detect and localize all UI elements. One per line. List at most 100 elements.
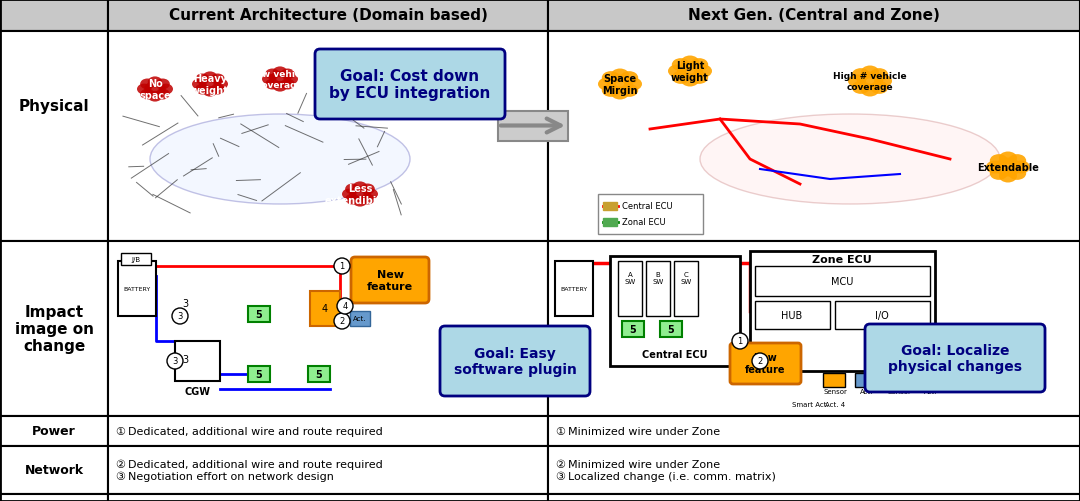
- Ellipse shape: [145, 82, 166, 98]
- Ellipse shape: [611, 87, 629, 100]
- Ellipse shape: [870, 69, 888, 82]
- Bar: [310, 292, 340, 326]
- Ellipse shape: [281, 80, 295, 90]
- Text: Act.: Act.: [353, 315, 367, 321]
- Text: HUB: HUB: [781, 311, 802, 320]
- Text: 1: 1: [738, 337, 743, 346]
- Text: Zonal ECU: Zonal ECU: [622, 218, 665, 227]
- Text: Heavy
weight: Heavy weight: [191, 74, 229, 96]
- Bar: [118, 262, 156, 316]
- Bar: [610, 257, 740, 366]
- Ellipse shape: [148, 92, 162, 102]
- Text: Current Architecture (Domain based): Current Architecture (Domain based): [168, 9, 487, 24]
- Text: Sensor: Sensor: [887, 388, 910, 394]
- Text: Few vehicle
coverage: Few vehicle coverage: [251, 70, 310, 90]
- Ellipse shape: [861, 84, 879, 97]
- Ellipse shape: [195, 85, 210, 95]
- Text: Light
weight: Light weight: [671, 61, 708, 83]
- Ellipse shape: [602, 85, 620, 98]
- Ellipse shape: [349, 186, 370, 203]
- Bar: [0, 241, 108, 416]
- Ellipse shape: [620, 85, 638, 98]
- Ellipse shape: [353, 196, 367, 207]
- Text: 5: 5: [256, 310, 262, 319]
- Circle shape: [172, 309, 188, 324]
- Ellipse shape: [672, 59, 690, 72]
- Text: 3: 3: [173, 357, 178, 366]
- Ellipse shape: [999, 170, 1017, 183]
- Ellipse shape: [361, 194, 375, 205]
- Text: Smart Act.: Smart Act.: [792, 401, 828, 407]
- Ellipse shape: [364, 189, 378, 200]
- Text: BATTERY: BATTERY: [561, 287, 588, 292]
- Ellipse shape: [156, 90, 170, 100]
- Text: MCU: MCU: [831, 277, 853, 287]
- Text: ②
③: ② ③: [555, 459, 565, 481]
- Ellipse shape: [211, 85, 225, 95]
- Bar: [0, 32, 108, 241]
- Text: Goal: Cost down
by ECU integration: Goal: Cost down by ECU integration: [329, 69, 490, 101]
- Ellipse shape: [681, 57, 699, 69]
- Bar: [646, 262, 670, 316]
- Ellipse shape: [284, 75, 298, 85]
- Ellipse shape: [620, 72, 638, 85]
- Text: Act. 4: Act. 4: [825, 401, 845, 407]
- Bar: [622, 321, 644, 337]
- Bar: [548, 446, 1080, 494]
- Text: B
SW: B SW: [652, 272, 663, 285]
- Bar: [603, 218, 617, 226]
- Ellipse shape: [140, 90, 154, 100]
- Bar: [835, 302, 930, 329]
- Ellipse shape: [273, 67, 287, 78]
- Ellipse shape: [852, 82, 869, 95]
- Bar: [498, 111, 568, 141]
- Bar: [548, 494, 1080, 501]
- Bar: [108, 0, 548, 32]
- Ellipse shape: [346, 184, 360, 195]
- Text: Less
extendibility: Less extendibility: [325, 184, 395, 205]
- FancyBboxPatch shape: [440, 326, 590, 396]
- Ellipse shape: [607, 75, 633, 94]
- Ellipse shape: [852, 69, 869, 82]
- Bar: [603, 202, 617, 210]
- Text: Act.: Act.: [924, 388, 937, 394]
- Text: Next Gen. (Central and Zone): Next Gen. (Central and Zone): [688, 9, 940, 24]
- Text: New
feature: New feature: [745, 353, 785, 374]
- Ellipse shape: [148, 77, 162, 88]
- Ellipse shape: [281, 69, 295, 80]
- Text: A
SW: A SW: [624, 272, 636, 285]
- Text: 5: 5: [315, 369, 322, 379]
- Ellipse shape: [214, 80, 228, 90]
- Bar: [674, 262, 698, 316]
- Text: 1: 1: [339, 262, 345, 271]
- Bar: [108, 446, 548, 494]
- Text: 4: 4: [342, 302, 348, 311]
- Ellipse shape: [203, 72, 217, 83]
- Circle shape: [337, 299, 353, 314]
- Text: CGW: CGW: [184, 386, 210, 396]
- Bar: [598, 194, 703, 234]
- Bar: [755, 302, 831, 329]
- Bar: [108, 241, 548, 416]
- Ellipse shape: [211, 74, 225, 85]
- Bar: [175, 341, 220, 381]
- Bar: [887, 373, 909, 387]
- FancyBboxPatch shape: [351, 258, 429, 304]
- Bar: [0, 416, 108, 446]
- FancyBboxPatch shape: [730, 343, 801, 384]
- Ellipse shape: [199, 77, 220, 93]
- Ellipse shape: [690, 72, 708, 85]
- Text: ...: ...: [964, 374, 975, 384]
- Text: 3: 3: [181, 354, 188, 364]
- Bar: [0, 446, 108, 494]
- Ellipse shape: [269, 72, 291, 88]
- Text: Minimized wire under Zone
Localized change (i.e. comm. matrix): Minimized wire under Zone Localized chan…: [568, 459, 775, 481]
- Ellipse shape: [858, 72, 883, 91]
- Bar: [823, 373, 845, 387]
- Ellipse shape: [995, 158, 1021, 177]
- Bar: [108, 32, 548, 241]
- Text: 4: 4: [322, 304, 328, 313]
- Text: 2: 2: [757, 357, 762, 366]
- Ellipse shape: [159, 85, 173, 95]
- Ellipse shape: [273, 82, 287, 92]
